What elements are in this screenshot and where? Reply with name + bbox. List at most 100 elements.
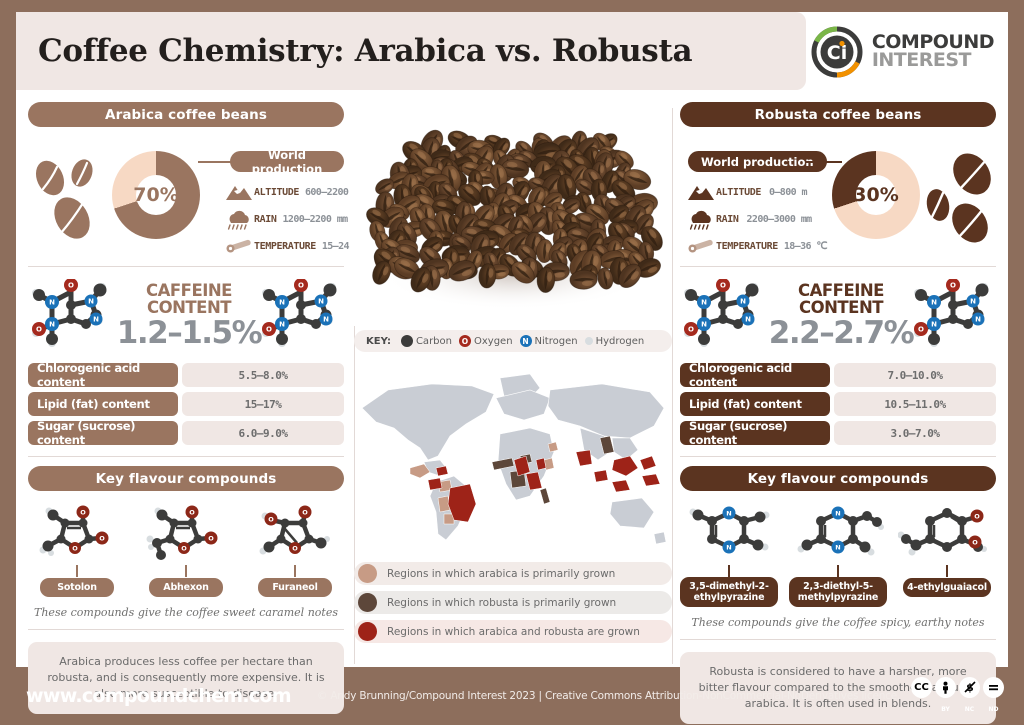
svg-text:O: O [68, 282, 74, 290]
arabica-bean-cluster-icon [35, 159, 93, 239]
table-row: Chlorogenic acid content 5.5–8.0% [28, 361, 344, 389]
svg-text:N: N [970, 298, 976, 306]
svg-text:N: N [931, 321, 937, 329]
cc-label: BY [941, 705, 950, 713]
svg-text:N: N [323, 316, 329, 324]
row-label: Chlorogenic acid content [28, 361, 178, 389]
rule-3 [28, 629, 344, 630]
cc-label: NC [964, 705, 975, 713]
key-item-hydrogen: Hydrogen [584, 335, 645, 347]
legend-label: Regions in which arabica and robusta are… [387, 625, 640, 638]
arabica-flavour-title: Key flavour compounds [95, 470, 277, 487]
stat-value: 18–36 ℃ [783, 241, 828, 252]
arabica-production-block: 70% World production ALTITUDE [28, 137, 366, 255]
robusta-caffeine-block: O O N N N N CAFFEINE CONTENT 2.2–2.7% [680, 275, 996, 359]
caffeine-value: 2.2–2.7% [768, 315, 915, 351]
svg-text:O: O [36, 326, 42, 334]
carbon-dot-icon [400, 335, 413, 347]
cc-icon: CC [911, 676, 932, 698]
caffeine-value: 1.2–1.5% [116, 315, 263, 351]
arabica-compound-grid: O O O Sotolon [28, 503, 344, 597]
svg-text:N: N [835, 544, 840, 552]
legend-dot-both [358, 622, 377, 641]
key-label: Carbon [415, 335, 452, 347]
row-value: 5.5–8.0% [182, 363, 344, 387]
stat-row-rain: RAIN 2200–3000 mm [686, 206, 827, 233]
compound-stem [294, 565, 296, 577]
stat-value: 0–800 m [768, 187, 808, 198]
robusta-world-production-pill: World production [688, 151, 827, 172]
map-region-both [427, 449, 661, 523]
robusta-caffeine-text: CAFFEINE CONTENT 2.2–2.7% [766, 282, 916, 351]
table-row: Sugar (sucrose) content 3.0–7.0% [680, 419, 996, 447]
key-label: Hydrogen [595, 335, 645, 347]
table-row: Lipid (fat) content 10.5–11.0% [680, 392, 996, 416]
svg-text:N: N [931, 299, 937, 307]
arabica-content-table: Chlorogenic acid content 5.5–8.0% Lipid … [28, 361, 344, 447]
robusta-production-donut: 30% [832, 151, 920, 239]
compound-stem [185, 565, 187, 577]
svg-text:O: O [688, 326, 694, 334]
arabica-caffeine-block: O O N N N N CAFFEINE CONTENT 1.2–1.5% [28, 275, 344, 359]
robusta-summary: Robusta is considered to have a harsher,… [680, 652, 996, 724]
key-label: Oxygen [473, 335, 513, 347]
arabica-world-production-pill: World production [230, 148, 344, 176]
stat-value: 600–2200 m [304, 187, 360, 198]
website-url[interactable]: www.compoundchem.com [26, 685, 292, 707]
cc-badge-cc: CC [911, 676, 932, 698]
caffeine-molecule-icon: O O N N N N [914, 279, 989, 347]
caffeine-molecule-icon: O O N N N N [32, 279, 107, 347]
svg-text:N: N [93, 316, 99, 324]
svg-text:N: N [279, 321, 285, 329]
rule-2 [680, 456, 996, 457]
abhexon-molecule-icon: O O O [137, 503, 235, 565]
legend-row-arabica: Regions in which arabica is primarily gr… [354, 562, 672, 585]
robusta-content-table: Chlorogenic acid content 7.0–10.0% Lipid… [680, 361, 996, 447]
arabica-flavour-header: Key flavour compounds [28, 466, 344, 491]
row-value: 10.5–11.0% [834, 392, 996, 416]
mountain-icon [224, 182, 254, 204]
legend-row-robusta: Regions in which robusta is primarily gr… [354, 591, 672, 614]
svg-text:N: N [279, 299, 285, 307]
row-label: Sugar (sucrose) content [28, 419, 178, 447]
robusta-flavour-title: Key flavour compounds [747, 470, 929, 487]
compound-label: 4-ethylguaiacol [903, 578, 991, 597]
svg-text:N: N [740, 298, 746, 306]
arabica-production-donut: 70% [112, 151, 200, 239]
svg-text:O: O [298, 282, 304, 290]
thermometer-icon [224, 236, 254, 258]
svg-text:O: O [918, 326, 924, 334]
stat-label: RAIN [254, 214, 277, 225]
cc-label: ND [988, 705, 999, 713]
cc-badge-by: BY [935, 676, 956, 716]
legend-row-both: Regions in which arabica and robusta are… [354, 620, 672, 643]
stat-value: 1200–2200 mm [282, 214, 348, 225]
stat-row-altitude: ALTITUDE 0–800 m [686, 179, 827, 206]
robusta-production-block: World production ALTITUDE 0–800 m [680, 137, 996, 255]
row-value: 3.0–7.0% [834, 421, 996, 445]
svg-text:O: O [99, 535, 105, 543]
svg-text:O: O [974, 513, 980, 521]
svg-text:O: O [720, 282, 726, 290]
copyright-credit: © Andy Brunning/Compound Interest 2023 |… [316, 690, 901, 702]
compound-item: O O 4-ethylguaiacol [897, 503, 996, 607]
row-label: Lipid (fat) content [680, 392, 830, 416]
svg-text:O: O [292, 545, 298, 553]
legend-dot-robusta [358, 593, 377, 612]
caffeine-title: CAFFEINE CONTENT [146, 281, 232, 317]
svg-text:O: O [972, 539, 978, 547]
arabica-column: Arabica coffee beans 70% [28, 102, 366, 714]
stat-row-temperature: TEMPERATURE 15–24 ℃ [224, 233, 366, 260]
legend-label: Regions in which arabica is primarily gr… [387, 567, 616, 580]
compound-label: Abhexon [149, 578, 223, 597]
robusta-donut-label: 30% [853, 184, 899, 206]
key-item-nitrogen: N Nitrogen [519, 335, 578, 347]
stat-row-rain: RAIN 1200–2200 mm [224, 206, 365, 233]
row-value: 7.0–10.0% [834, 363, 996, 387]
svg-text:N: N [726, 510, 731, 518]
stat-value: 15–24 ℃ [321, 241, 366, 252]
